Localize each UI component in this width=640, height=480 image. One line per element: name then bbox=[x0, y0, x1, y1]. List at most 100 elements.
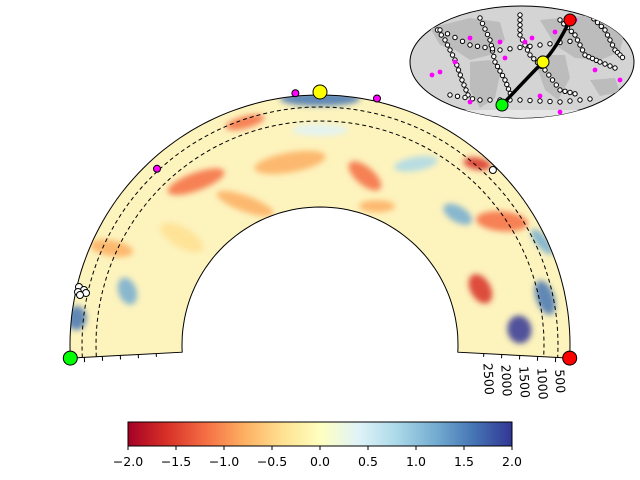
anomaly-blob bbox=[292, 124, 348, 136]
colorbar-tick-label: 1.0 bbox=[406, 454, 426, 469]
volcano-dot bbox=[577, 97, 583, 103]
globe-inset-map bbox=[409, 5, 635, 119]
volcano-dot bbox=[612, 65, 618, 71]
colorbar-tick-label: −2.0 bbox=[113, 454, 143, 469]
section-markers bbox=[62, 84, 578, 366]
plume-marker bbox=[373, 94, 381, 103]
colorbar-ticks: −2.0 −1.5 −1.0 −0.5 0.0 0.5 1.0 1.5 2.0 bbox=[113, 446, 522, 469]
volcano-dot bbox=[587, 96, 593, 102]
volcano-dot bbox=[438, 32, 444, 38]
volcano-dot bbox=[504, 81, 510, 88]
volcano-dot bbox=[557, 99, 563, 105]
anomaly-blob bbox=[507, 315, 532, 344]
hotspot-dot bbox=[592, 67, 598, 73]
volcano-dot bbox=[537, 42, 543, 48]
volcano-dot bbox=[579, 47, 586, 53]
volcano-dot bbox=[527, 52, 533, 58]
volcano-dot bbox=[517, 27, 523, 33]
globe-start-marker bbox=[495, 98, 509, 112]
volcano-dot bbox=[507, 46, 513, 52]
volcano-dot bbox=[524, 47, 531, 53]
tomography-anomalies bbox=[70, 95, 556, 344]
volcano-dot bbox=[474, 43, 481, 49]
volcano-dot bbox=[459, 77, 465, 83]
cross-section-outline bbox=[69, 94, 571, 359]
hotspot-dot bbox=[522, 39, 528, 45]
anomaly-blob bbox=[468, 274, 493, 304]
cross-section-background bbox=[70, 95, 570, 359]
left-edge-ticks bbox=[83, 353, 157, 363]
volcano-dot bbox=[484, 31, 491, 38]
colorbar-gradient bbox=[127, 421, 513, 447]
anomaly-blob bbox=[476, 211, 528, 232]
volcano-dot bbox=[427, 17, 433, 23]
colorbar-tick-label: −1.0 bbox=[209, 454, 239, 469]
volcano-dot bbox=[602, 61, 608, 67]
hotspot-dot bbox=[429, 72, 435, 78]
volcano-dot bbox=[444, 42, 451, 48]
volcano-dot bbox=[482, 44, 488, 51]
volcano-dot bbox=[459, 38, 466, 44]
volcano-dot bbox=[557, 17, 563, 23]
colorbar-tick-label: −0.5 bbox=[257, 454, 287, 469]
volcano-dot bbox=[489, 46, 496, 52]
depth-tick-label: 2000 bbox=[498, 364, 515, 397]
hotspot-dot bbox=[537, 93, 543, 99]
volcano-dot bbox=[494, 63, 501, 70]
great-circle-path bbox=[495, 13, 577, 112]
volcano-dot bbox=[567, 98, 573, 104]
volcano-dot bbox=[607, 63, 613, 69]
volcano-dot bbox=[457, 72, 463, 78]
anomaly-blob bbox=[394, 155, 438, 172]
volcano-dot bbox=[609, 42, 616, 48]
anomaly-blob bbox=[254, 150, 326, 175]
depth-contour-660 bbox=[95, 120, 545, 357]
volcano-dot bbox=[442, 37, 448, 43]
volcano-dot bbox=[487, 97, 493, 103]
volcano-dot bbox=[454, 93, 461, 100]
volcano-dot bbox=[572, 32, 578, 38]
volcano-dot bbox=[607, 37, 613, 43]
depth-tick-label: 1500 bbox=[516, 366, 533, 399]
anomaly-blob bbox=[534, 280, 556, 315]
plume-marker bbox=[291, 89, 300, 98]
volcano-dot bbox=[577, 42, 583, 48]
volcano-dot bbox=[568, 28, 574, 34]
anomaly-blob bbox=[530, 228, 554, 255]
start-marker bbox=[62, 350, 78, 366]
hotspot-dot bbox=[467, 99, 473, 105]
volcano-dot bbox=[477, 97, 483, 103]
volcano-dot bbox=[557, 87, 563, 93]
colorbar-tick-label: 1.5 bbox=[454, 454, 474, 469]
volcano-marker bbox=[488, 166, 497, 174]
volcano-dot bbox=[547, 41, 553, 47]
depth-contour-410 bbox=[81, 106, 559, 358]
volcano-dot bbox=[527, 97, 533, 104]
anomaly-blob bbox=[160, 222, 204, 253]
volcano-dot bbox=[467, 42, 473, 48]
volcano-dot bbox=[619, 54, 626, 61]
volcano-dot bbox=[491, 53, 497, 60]
volcano-dot bbox=[574, 37, 581, 43]
anomaly-blob bbox=[359, 200, 395, 213]
depth-tick-label: 1000 bbox=[534, 367, 551, 400]
hotspot-dot bbox=[617, 77, 623, 83]
plume-marker bbox=[153, 164, 161, 173]
colorbar-tick-label: −1.5 bbox=[161, 454, 191, 469]
hotspot-dot bbox=[452, 59, 458, 65]
volcano-dot bbox=[517, 17, 523, 23]
depth-tick-label: 500 bbox=[552, 369, 568, 394]
anomaly-blob bbox=[443, 203, 473, 225]
volcano-dot bbox=[431, 22, 437, 28]
volcano-dot bbox=[487, 37, 493, 43]
volcano-dot bbox=[499, 72, 506, 79]
volcano-dot bbox=[463, 87, 469, 93]
volcano-dot bbox=[602, 27, 608, 33]
volcano-dot bbox=[547, 98, 553, 105]
depth-tick-label: 2500 bbox=[480, 363, 497, 396]
anomaly-blob bbox=[117, 277, 138, 305]
hotspot-dot bbox=[497, 39, 503, 45]
volcano-dot bbox=[572, 91, 578, 97]
volcano-dot bbox=[531, 56, 537, 62]
